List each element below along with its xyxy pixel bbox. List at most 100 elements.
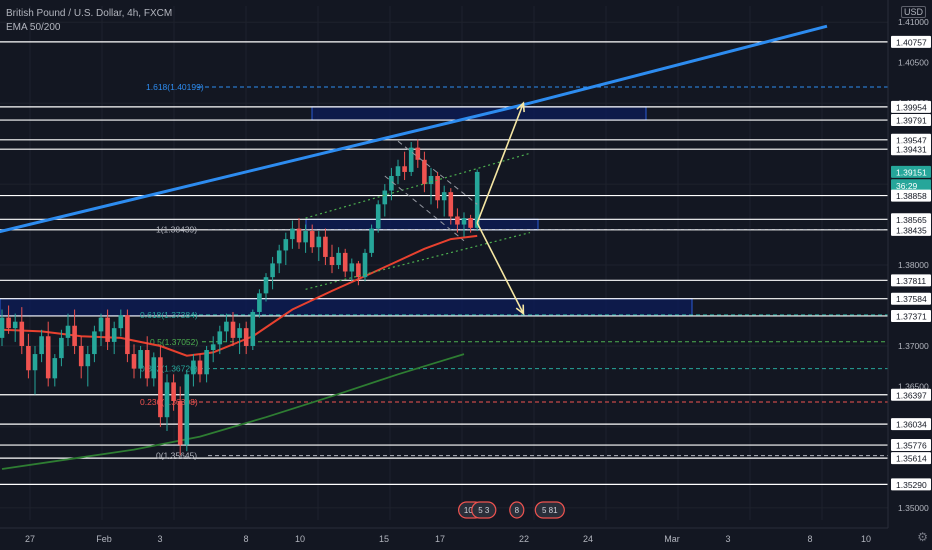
candle-body — [441, 192, 447, 201]
candle-body — [415, 147, 421, 160]
price-label: 1.39151 — [896, 167, 927, 177]
candle-body — [323, 236, 328, 257]
price-label-box — [891, 309, 931, 322]
candle-body — [349, 263, 355, 272]
currency-label[interactable]: USD — [900, 6, 926, 18]
channel-upper-line — [305, 152, 531, 219]
candle-body — [296, 228, 302, 243]
candle-body — [250, 311, 256, 346]
chart-grid — [0, 6, 895, 520]
lower-support-zone — [0, 298, 693, 317]
candle-body — [395, 166, 401, 176]
ema200-line — [1, 353, 465, 470]
price-label-box — [891, 165, 931, 178]
candle-body — [474, 171, 480, 228]
candle-body — [461, 218, 467, 225]
candle-body — [369, 228, 374, 253]
candle-body — [131, 354, 137, 369]
event-badge — [471, 501, 497, 519]
price-label-box — [891, 478, 931, 491]
price-tick: 1.35000 — [898, 503, 929, 513]
price-label-box — [891, 35, 931, 48]
candle-body — [32, 354, 38, 371]
event-badges[interactable]: 103 5 3 8 5 81 — [458, 501, 565, 519]
candle-body — [184, 374, 190, 445]
price-label-box — [891, 179, 931, 192]
candle-body — [342, 252, 348, 272]
candle-body — [98, 317, 104, 332]
event-badge-label: 5 3 — [478, 506, 490, 515]
candle-body — [85, 354, 91, 367]
price-label-box — [891, 418, 931, 431]
price-label-box — [891, 213, 931, 226]
candle-body — [243, 328, 249, 346]
event-badge-label: 8 — [515, 506, 520, 515]
candle-body — [389, 175, 394, 191]
time-tick: 24 — [583, 534, 593, 544]
candle-body — [329, 256, 335, 266]
candle-body — [0, 317, 5, 338]
candle-body — [39, 336, 44, 355]
candle-body — [276, 250, 282, 264]
candlesticks — [0, 139, 480, 456]
candle-body — [336, 252, 341, 266]
time-axis[interactable]: 27 Feb 3 8 10 15 17 22 24 Mar 3 8 10 — [0, 527, 888, 544]
price-label: 1.39547 — [896, 135, 927, 145]
price-label: 1.35776 — [896, 441, 927, 451]
candle-body — [138, 350, 143, 369]
price-tick: 1.36500 — [898, 381, 929, 391]
candle-body — [26, 345, 31, 371]
fibonacci-levels: 1.618(1.40199) 1(1.38439) 0.618(1.37384) 0.… — [140, 82, 888, 461]
fib-label: 1.618(1.40199) — [146, 82, 204, 92]
price-label-box — [891, 143, 931, 156]
time-tick: 8 — [807, 534, 812, 544]
event-badge — [534, 501, 565, 519]
price-label: 1.38435 — [896, 225, 927, 235]
upper-resistance-zone — [311, 106, 647, 121]
price-tick: 1.41000 — [898, 17, 929, 27]
chart-title: British Pound / U.S. Dollar, 4h, FXCM — [6, 8, 173, 19]
candle-body — [230, 321, 236, 338]
candle-body — [151, 357, 157, 379]
candle-body — [263, 277, 269, 294]
ascending-trendline — [0, 24, 828, 234]
price-label-box — [891, 100, 931, 113]
candle-body — [283, 239, 289, 251]
wedge-upper-line — [397, 140, 478, 205]
candle-body — [78, 345, 84, 367]
candle-body — [362, 252, 368, 278]
candle-body — [204, 350, 209, 375]
time-tick: 10 — [861, 534, 871, 544]
price-tick: 1.38000 — [898, 260, 929, 270]
price-label: 1.37584 — [896, 294, 927, 304]
gear-icon[interactable]: ⚙ — [917, 530, 928, 544]
indicator-legend[interactable]: EMA 50/200 — [6, 22, 61, 33]
price-label: 1.37371 — [896, 311, 927, 321]
price-label-box — [891, 114, 931, 127]
bearish-arrow-head — [515, 304, 525, 316]
candle-body — [72, 325, 77, 346]
bullish-arrow — [476, 102, 525, 224]
price-label-box — [891, 292, 931, 305]
time-tick: 27 — [25, 534, 35, 544]
candle-body — [303, 231, 308, 243]
wedge-lower-line — [384, 175, 465, 242]
candle-body — [197, 360, 203, 375]
time-tick: Feb — [96, 534, 112, 544]
candle-body — [270, 263, 275, 278]
candle-body — [52, 358, 58, 379]
candle-body — [375, 204, 381, 229]
price-label: 1.35290 — [896, 480, 927, 490]
candle-body — [316, 236, 322, 248]
fib-label: 1(1.38439) — [156, 224, 197, 234]
price-label: 1.36034 — [896, 420, 927, 430]
bullish-arrow-head — [516, 101, 525, 113]
candle-body — [356, 263, 361, 278]
price-label-box — [891, 274, 931, 287]
candle-body — [12, 321, 18, 329]
time-tick: 3 — [157, 534, 162, 544]
price-label: 1.39954 — [896, 102, 927, 112]
candle-body — [59, 337, 64, 359]
price-axis[interactable]: 1.410001.405001.400001.380001.370001.365… — [887, 0, 932, 550]
